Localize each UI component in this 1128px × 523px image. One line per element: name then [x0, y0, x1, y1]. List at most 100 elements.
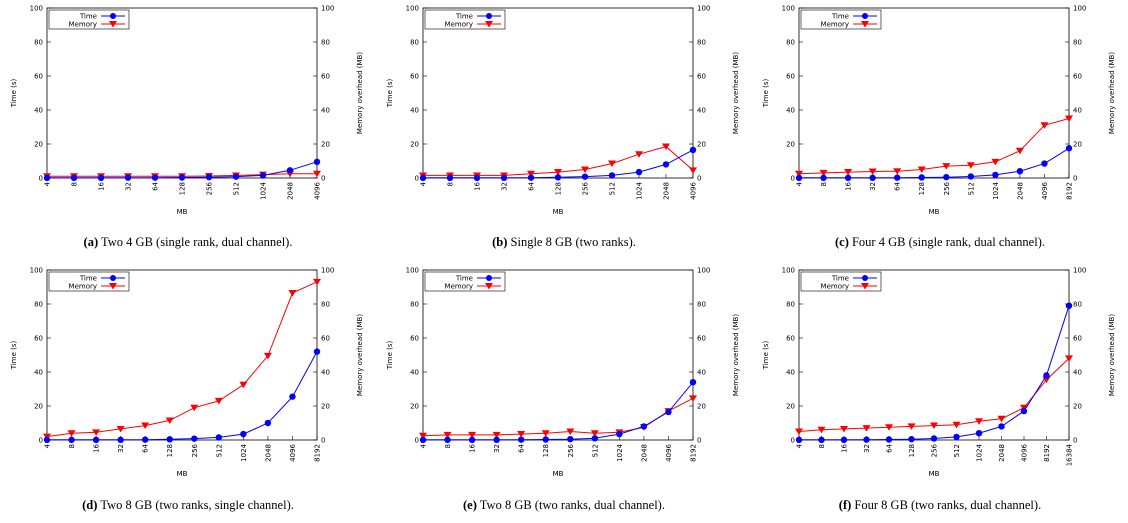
x-tick-label: 2048 — [264, 444, 272, 462]
series-line-time — [799, 147, 1070, 179]
data-point-memory — [1065, 115, 1073, 122]
x-tick-label: 512 — [215, 444, 223, 457]
data-point-memory — [67, 430, 76, 437]
data-point-memory — [527, 170, 535, 178]
chart-panel-d: 0 20 40 60 80 100 0 20 40 60 80 100 4 8 16 32 64 128 256 51… — [0, 262, 376, 523]
data-point-time — [1041, 160, 1048, 167]
x-tick-label: 8 — [71, 182, 79, 186]
caption-label: (a) — [83, 235, 99, 249]
x-tick-label: 16384 — [1066, 443, 1074, 466]
data-point-memory — [313, 170, 321, 178]
legend-label: Time — [79, 13, 97, 21]
chart-caption: (e) Two 8 GB (two ranks, dual channel). — [376, 498, 752, 513]
data-point-time — [635, 168, 643, 176]
chart-d: 0 20 40 60 80 100 0 20 40 60 80 100 4 8 16 32 64 128 256 51… — [10, 267, 364, 479]
x-axis-label: MB — [177, 470, 188, 478]
y2-tick-label: 0 — [321, 437, 325, 445]
y2-tick-label: 80 — [1073, 39, 1082, 47]
data-point-memory — [1015, 147, 1024, 155]
y2-tick-label: 0 — [321, 175, 325, 183]
x-tick-label: 128 — [166, 444, 174, 457]
data-point-time — [124, 174, 132, 181]
x-tick-label: 32 — [125, 182, 133, 191]
data-point-time — [542, 436, 549, 443]
data-point-time — [869, 174, 876, 182]
y2-tick-label: 80 — [321, 301, 330, 309]
data-point-time — [493, 436, 500, 444]
y2-axis-label: Memory overhead (MB) — [1108, 314, 1116, 396]
x-tick-label: 8 — [447, 182, 455, 186]
y2-axis-label: Memory overhead (MB) — [1108, 52, 1116, 134]
y2-tick-label: 0 — [697, 175, 701, 183]
x-tick-label: 512 — [967, 182, 975, 195]
x-tick-label: 4 — [44, 181, 52, 186]
legend-label: Memory — [69, 21, 97, 29]
caption-label: (b) — [492, 235, 508, 249]
y2-axis-label: Memory overhead (MB) — [356, 52, 364, 134]
data-point-time — [689, 146, 697, 154]
data-point-time — [240, 430, 247, 438]
y2-tick-label: 80 — [1073, 301, 1082, 309]
y2-tick-label: 40 — [697, 107, 706, 115]
data-point-memory — [1065, 355, 1073, 362]
data-point-time — [1043, 372, 1050, 379]
data-point-memory — [795, 170, 803, 178]
data-point-memory — [443, 431, 452, 439]
legend-label: Time — [831, 275, 849, 283]
x-axis-label: MB — [929, 470, 940, 478]
data-point-time — [818, 436, 825, 444]
series-line-time — [799, 305, 1070, 441]
data-point-time — [97, 174, 105, 182]
data-point-memory — [492, 431, 501, 439]
x-tick-label: 8192 — [690, 444, 698, 462]
y-axis-label: Time (s) — [386, 79, 394, 109]
data-point-time — [289, 393, 296, 400]
data-point-time — [313, 158, 321, 166]
x-tick-label: 256 — [582, 181, 590, 195]
y2-tick-label: 60 — [321, 73, 330, 81]
legend-marker — [486, 13, 492, 19]
y-tick-label: 0 — [415, 175, 419, 183]
data-point-time — [92, 436, 100, 444]
y2-tick-label: 60 — [697, 73, 706, 81]
x-tick-label: 128 — [908, 444, 916, 457]
x-axis-label: MB — [553, 470, 564, 478]
chart-caption: (c) Four 4 GB (single rank, dual channel… — [752, 235, 1128, 250]
data-point-time — [419, 174, 427, 182]
plot-frame — [798, 7, 1070, 179]
data-point-time — [468, 436, 476, 444]
y-tick-label: 40 — [34, 107, 43, 115]
y2-tick-label: 20 — [321, 141, 330, 149]
data-point-memory — [840, 425, 848, 433]
x-tick-label: 256 — [943, 181, 951, 195]
y2-tick-label: 20 — [1073, 403, 1082, 411]
data-point-time — [444, 436, 451, 444]
legend-marker — [861, 283, 869, 290]
y-tick-label: 40 — [410, 369, 419, 377]
legend-label: Time — [79, 275, 97, 283]
series-line-memory — [46, 281, 318, 438]
legend-marker — [862, 275, 868, 281]
data-point-memory — [635, 151, 643, 158]
data-point-time — [581, 173, 589, 180]
data-point-time — [554, 174, 562, 181]
y-tick-label: 20 — [34, 403, 43, 411]
data-point-time — [893, 174, 901, 181]
data-point-time — [918, 174, 925, 181]
chart-panel-b: 0 20 40 60 80 100 0 20 40 60 80 100 4 8 16 32 64 128 256 51… — [376, 0, 752, 262]
legend-label: Time — [455, 275, 473, 283]
x-tick-label: 1024 — [636, 181, 644, 199]
y2-tick-label: 40 — [1073, 107, 1082, 115]
y2-axis-label: Memory overhead (MB) — [356, 314, 364, 396]
data-point-memory — [263, 352, 272, 360]
data-point-memory — [566, 428, 575, 435]
data-point-time — [616, 430, 623, 438]
series-line-time — [47, 351, 318, 441]
plot-frame — [46, 7, 318, 179]
data-point-memory — [517, 431, 526, 438]
